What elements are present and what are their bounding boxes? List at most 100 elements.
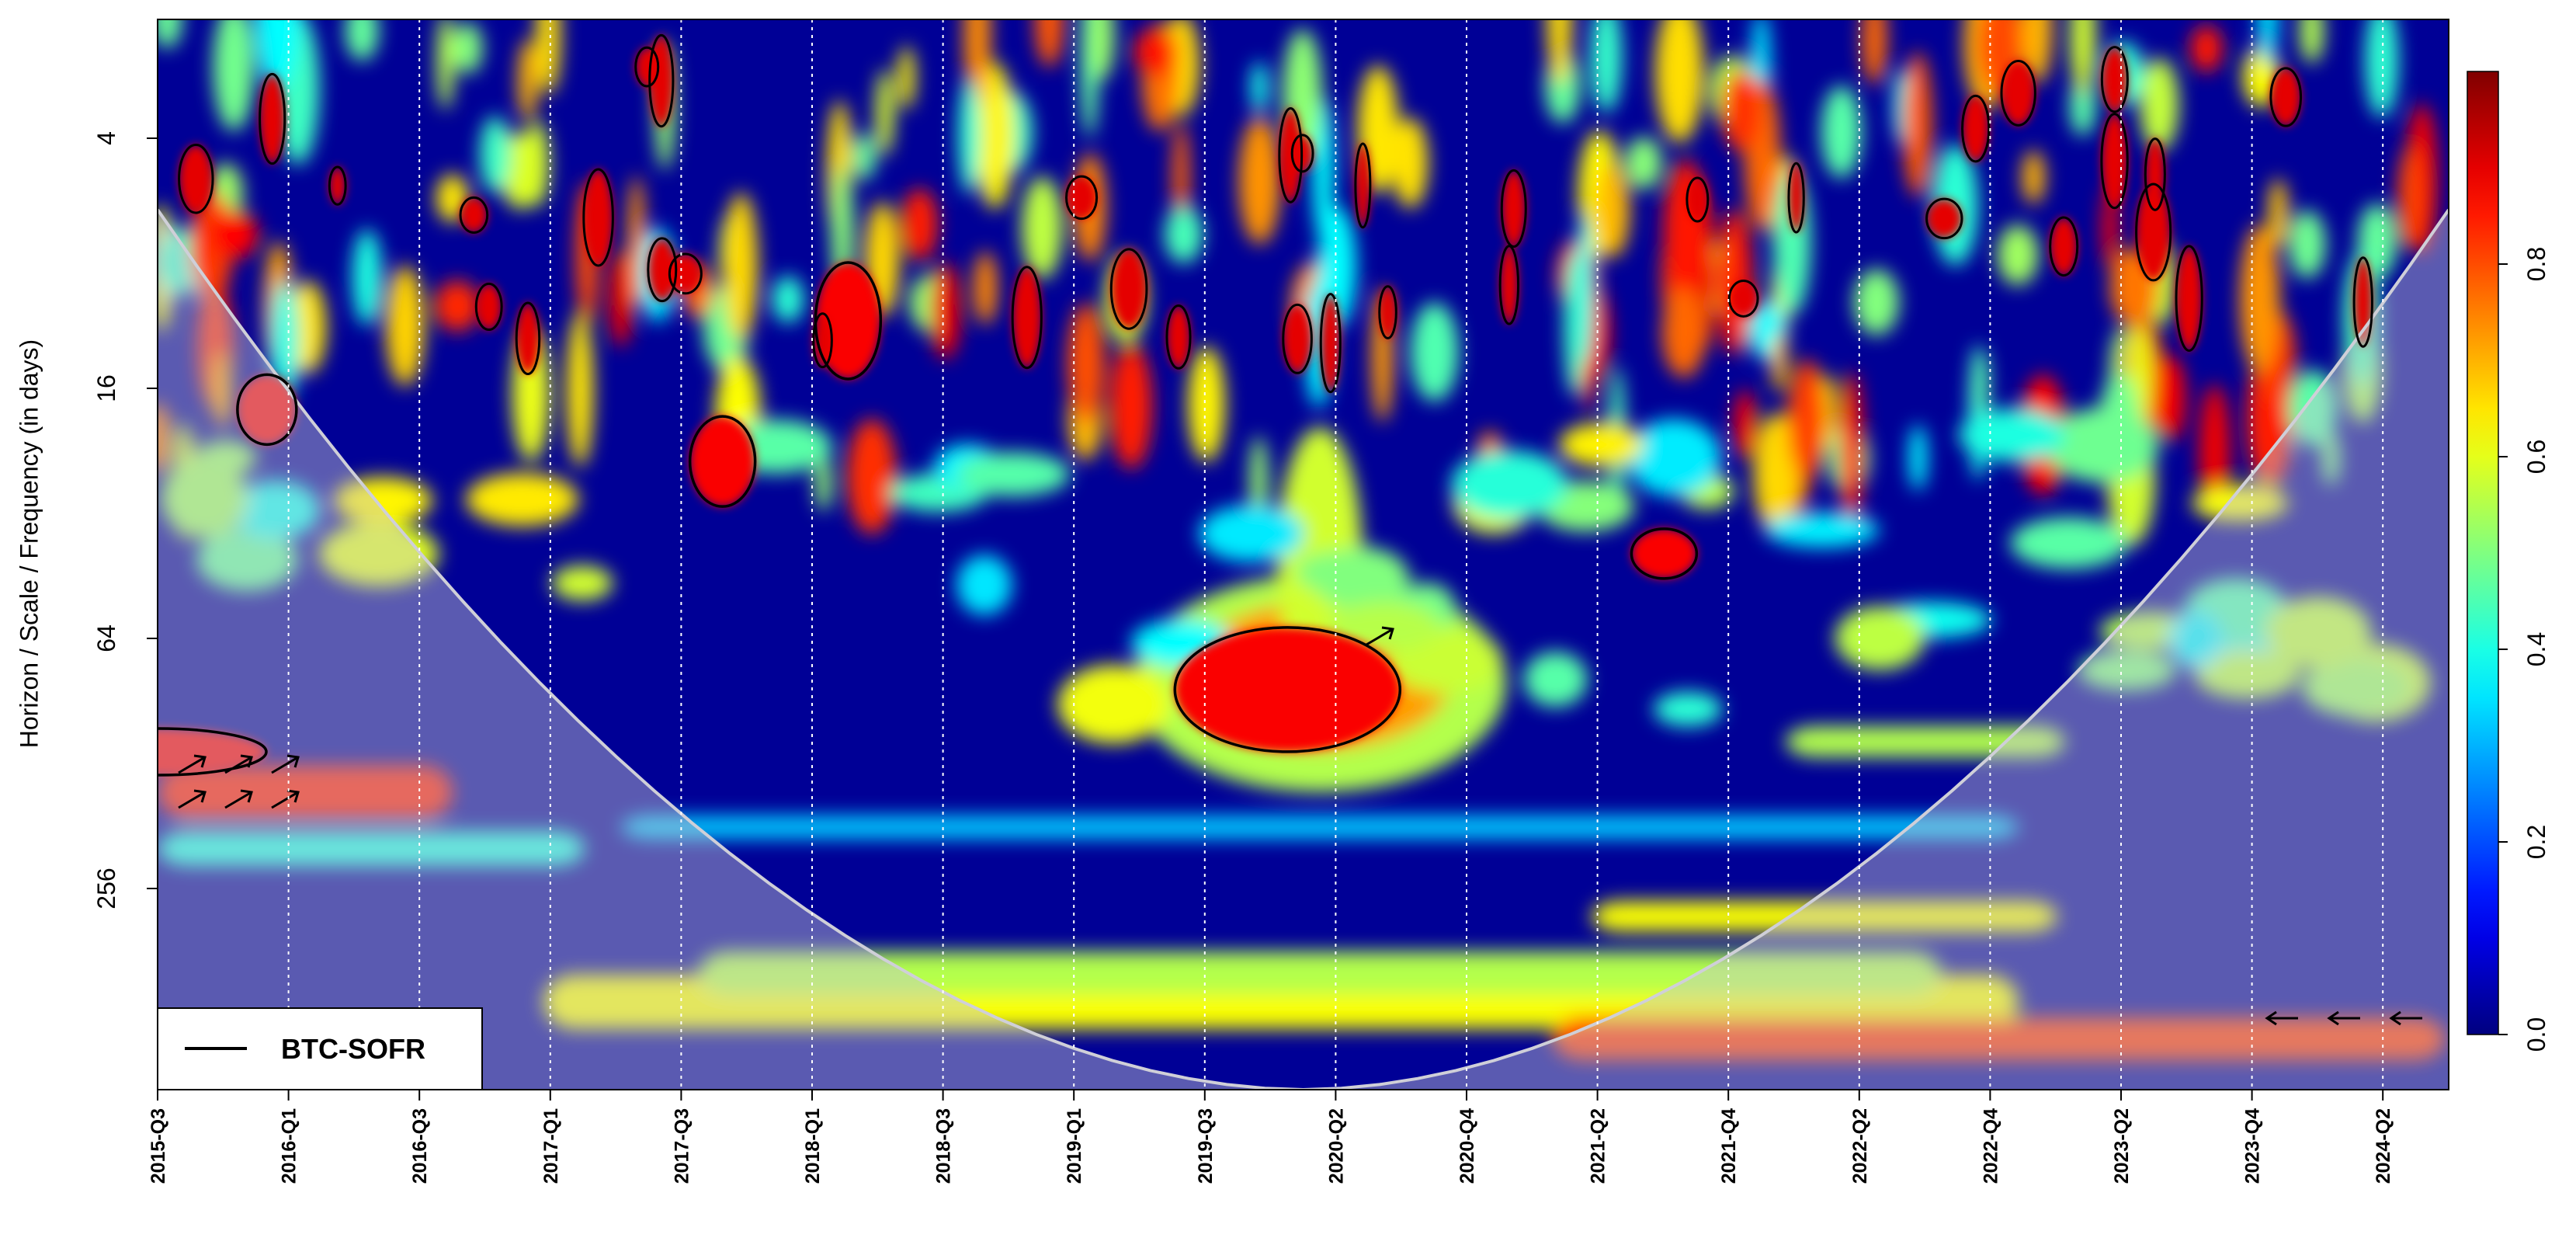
significance-contour — [2352, 256, 2373, 348]
cone-of-influence — [158, 208, 2449, 1090]
significance-contour — [158, 727, 268, 777]
heatmap-blob — [517, 38, 538, 122]
heatmap-core — [460, 197, 488, 233]
heatmap-core — [1631, 528, 1697, 579]
significance-contour — [2269, 67, 2303, 127]
phase-arrow-icon — [271, 754, 300, 774]
heatmap-blob — [1821, 85, 1862, 179]
heatmap-core — [259, 74, 285, 164]
phase-arrow-icon — [2327, 1010, 2360, 1026]
heatmap-blob — [1861, 19, 1887, 85]
significance-contour — [1173, 626, 1402, 753]
heatmap-blob — [2070, 19, 2096, 96]
x-tick-label: 2019-Q3 — [1195, 1108, 1217, 1184]
heatmap-band — [158, 831, 585, 866]
significance-contour — [515, 301, 541, 376]
x-tick-label: 2022-Q4 — [1980, 1108, 2001, 1184]
significance-contour — [1630, 527, 1699, 580]
heatmap-blob — [270, 280, 299, 404]
heatmap-blob — [2239, 224, 2280, 374]
significance-contour — [648, 33, 675, 128]
heatmap-blob — [2046, 408, 2159, 483]
heatmap-cores — [158, 35, 2373, 776]
significance-contour — [2135, 183, 2172, 282]
heatmap-band — [1553, 1017, 2446, 1060]
x-tick-label: 2016-Q1 — [279, 1108, 300, 1184]
significance-contour — [236, 373, 298, 447]
significance-contour — [812, 312, 833, 369]
heatmap-blob — [1717, 209, 1753, 356]
x-tick-label: 2021-Q2 — [1588, 1108, 1609, 1184]
heatmap-blob — [1771, 333, 1788, 393]
heatmap-blob — [1902, 51, 1932, 197]
y-tick-label: 16 — [92, 374, 120, 402]
phase-arrow-icon — [178, 789, 207, 809]
colorbar-tick-label: 0.0 — [2522, 1017, 2550, 1052]
cone-boundary — [158, 208, 2449, 1090]
plot-frame — [157, 19, 2449, 1090]
heatmap-blob — [956, 452, 1070, 497]
heatmap-blob — [1251, 61, 1269, 113]
significance-contour — [1727, 280, 1759, 318]
heatmap-blob — [772, 276, 804, 323]
significance-contours — [158, 33, 2422, 1026]
significance-contour — [2100, 113, 2129, 210]
heatmap-core — [1686, 178, 1708, 222]
heatmap-blob — [2300, 19, 2324, 64]
heatmap-blob — [2257, 19, 2278, 64]
heatmap-blob — [1972, 348, 1990, 421]
heatmap-core — [583, 169, 613, 266]
x-tick-label: 2020-Q4 — [1456, 1108, 1478, 1184]
significance-contour — [1290, 134, 1314, 173]
significance-contour — [2049, 216, 2079, 277]
heatmap-blob — [2022, 150, 2045, 204]
significance-contour — [1319, 293, 1342, 394]
heatmap-blob — [901, 188, 938, 261]
heatmap-core — [1012, 266, 1042, 368]
heatmap-blob — [1199, 505, 1304, 562]
heatmap-blob — [1313, 546, 1410, 611]
heatmap-blob — [2322, 430, 2340, 486]
heatmap-blob — [957, 78, 981, 195]
heatmap-core — [1279, 108, 1302, 203]
heatmap-band — [699, 951, 1941, 994]
significance-contour — [474, 282, 503, 332]
heatmap-blob — [2140, 57, 2179, 152]
x-tick-label: 2021-Q4 — [1718, 1108, 1740, 1184]
heatmap-core — [179, 144, 214, 213]
heatmap-blob — [1238, 116, 1281, 245]
heatmap-blob — [1451, 450, 1567, 519]
heatmap-blob — [1249, 436, 1269, 528]
heatmap-blob — [1411, 302, 1459, 402]
significance-contour — [2144, 137, 2166, 211]
significance-contour — [1354, 142, 1372, 229]
phase-arrow-icon — [224, 789, 253, 809]
heatmap-blob — [2156, 355, 2186, 441]
heatmap-core — [516, 303, 540, 374]
heatmap-blob — [345, 19, 379, 61]
heatmap-blob — [1547, 19, 1573, 85]
heatmap-blob — [2289, 210, 2326, 279]
colorbar-strip — [2467, 71, 2499, 1035]
x-tick-label: 2017-Q3 — [671, 1108, 693, 1184]
heatmap-blob — [333, 477, 433, 524]
colorbar-tick-label: 0.2 — [2522, 825, 2550, 859]
heatmap-blob — [158, 19, 182, 49]
heatmap-blob — [566, 312, 594, 468]
heatmap-blob — [1654, 691, 1723, 727]
x-tick-label: 2016-Q3 — [409, 1108, 431, 1184]
heatmap-blob — [211, 210, 259, 259]
heatmap-blob — [1595, 164, 1630, 258]
significance-contour — [1961, 94, 1991, 163]
heatmap-core — [1111, 249, 1147, 329]
heatmap-blob — [2268, 178, 2288, 248]
heatmap-core — [1355, 143, 1370, 228]
significance-contour — [582, 168, 614, 267]
heatmap-blob — [897, 46, 915, 110]
heatmap-blob — [609, 250, 634, 347]
x-tick-label: 2017-Q1 — [540, 1108, 562, 1184]
heatmap-blob — [2192, 485, 2289, 521]
heatmap-blob — [1057, 665, 1169, 744]
heatmap-core — [1166, 305, 1191, 369]
